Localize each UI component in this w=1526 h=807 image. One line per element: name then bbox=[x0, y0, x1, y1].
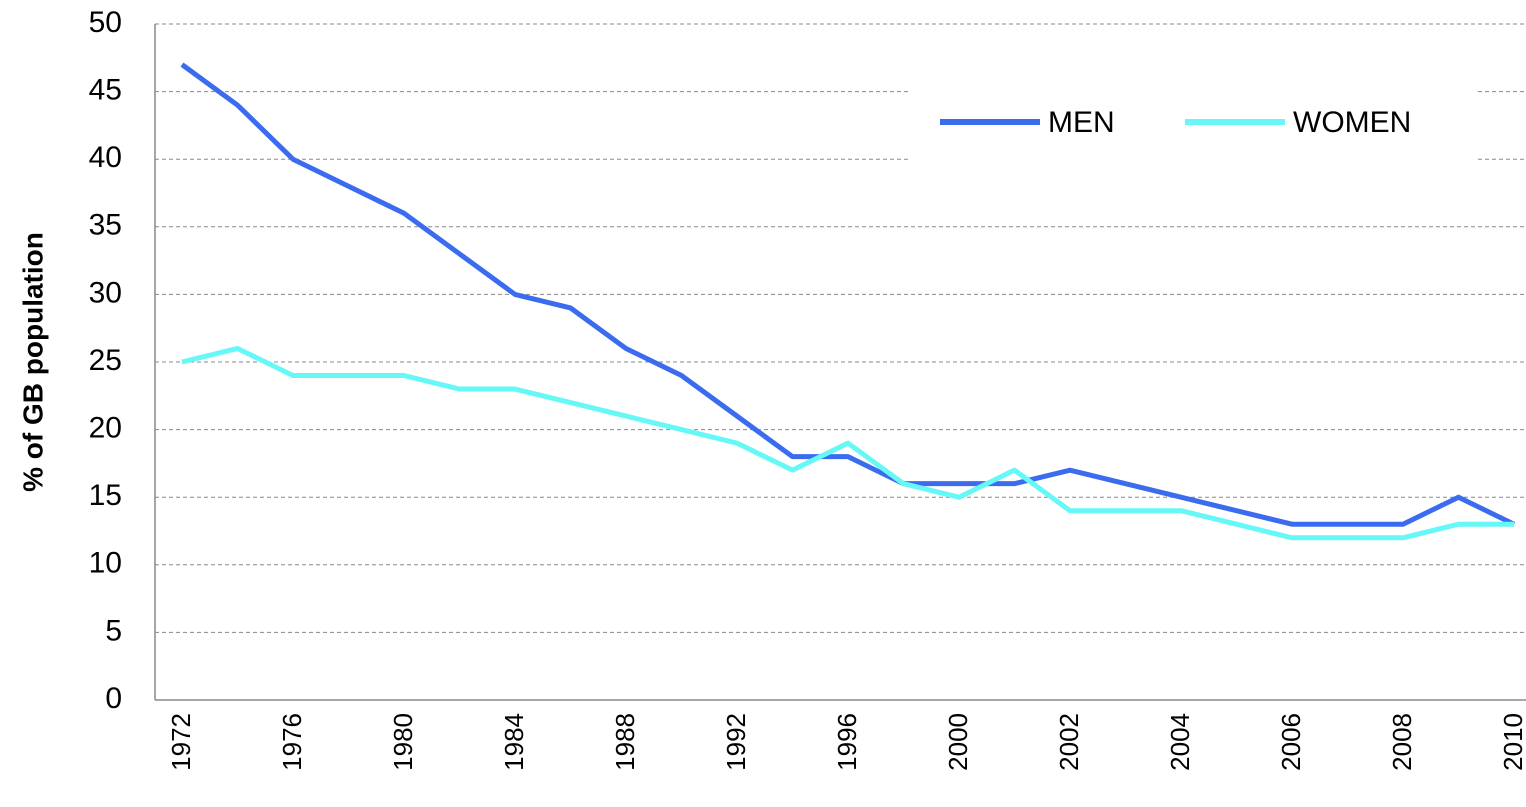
y-tick-label: 0 bbox=[105, 682, 122, 715]
x-tick-label: 2008 bbox=[1387, 713, 1417, 771]
y-tick-label: 25 bbox=[89, 344, 122, 377]
y-axis-label: % of GB population bbox=[17, 232, 48, 492]
x-tick-label: 2010 bbox=[1498, 713, 1526, 771]
x-tick-label: 2002 bbox=[1054, 713, 1084, 771]
y-tick-label: 40 bbox=[89, 141, 122, 174]
x-tick-label: 1984 bbox=[499, 713, 529, 771]
y-tick-label: 35 bbox=[89, 209, 122, 242]
x-tick-label: 2006 bbox=[1276, 713, 1306, 771]
x-tick-label: 1992 bbox=[721, 713, 751, 771]
x-tick-label: 2004 bbox=[1165, 713, 1195, 771]
line-series bbox=[180, 62, 1516, 527]
y-tick-label: 50 bbox=[89, 6, 122, 39]
line-series bbox=[181, 345, 1514, 541]
y-tick-label: 10 bbox=[89, 547, 122, 580]
legend-label: MEN bbox=[1048, 106, 1115, 139]
x-tick-label: 1988 bbox=[610, 713, 640, 771]
legend-label: WOMEN bbox=[1293, 106, 1411, 139]
x-tick-label: 1972 bbox=[166, 713, 196, 771]
x-tick-label: 1980 bbox=[388, 713, 418, 771]
x-tick-label: 2000 bbox=[943, 713, 973, 771]
y-tick-label: 20 bbox=[89, 412, 122, 445]
y-tick-label: 5 bbox=[105, 614, 122, 647]
y-tick-label: 15 bbox=[89, 479, 122, 512]
x-tick-label: 1996 bbox=[832, 713, 862, 771]
y-tick-label: 45 bbox=[89, 74, 122, 107]
y-tick-label: 30 bbox=[89, 276, 122, 309]
x-tick-label: 1976 bbox=[277, 713, 307, 771]
